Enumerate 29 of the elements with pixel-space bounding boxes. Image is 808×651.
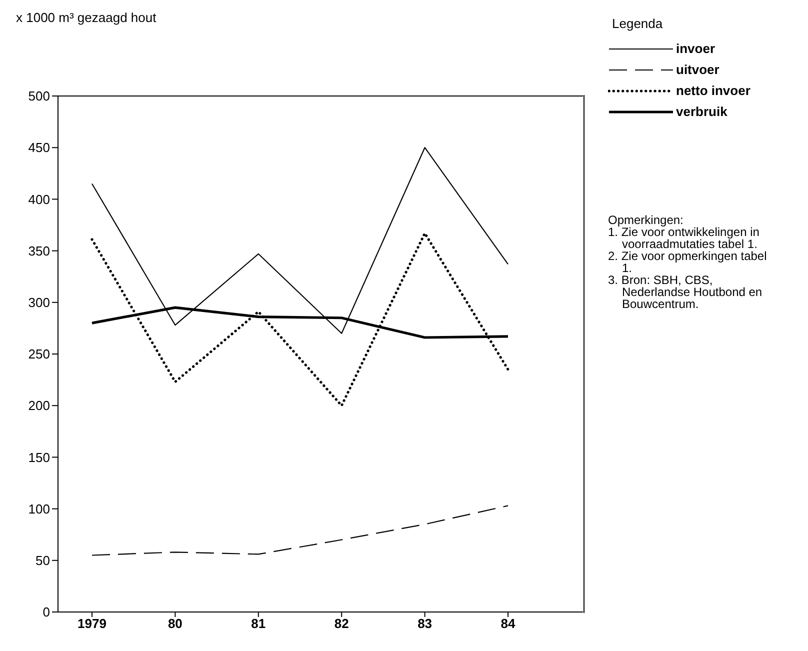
legend-title: Legenda (612, 16, 663, 31)
legend-label: uitvoer (676, 62, 720, 77)
legend-label: netto invoer (676, 83, 750, 98)
y-tick-label: 300 (28, 295, 50, 310)
x-tick-label: 80 (168, 616, 182, 632)
y-tick-label: 150 (28, 450, 50, 465)
line-series (91, 505, 509, 556)
x-tick-label: 83 (418, 616, 432, 632)
line-series (90, 232, 510, 407)
x-tick-label: 82 (334, 616, 349, 632)
y-tick-label: 450 (28, 140, 50, 156)
text: 2. Zie voor opmerkingen tabel 1. (608, 249, 768, 275)
y-tick-label: 400 (28, 192, 50, 207)
x-tick-label: 84 (500, 616, 516, 632)
y-tick-label: 200 (28, 398, 50, 414)
x-tick-label: 1979 (78, 616, 106, 632)
y-tick-label: 250 (28, 346, 50, 362)
y-tick-label: 350 (28, 243, 50, 258)
y-tick-label: 500 (28, 88, 50, 104)
text: 1. Zie voor ontwikkelingen in voorraadmutaties tabel 1. (608, 225, 760, 251)
y-axis-title: x 1000 m³ gezaagd hout (16, 10, 156, 25)
x-tick-label: 81 (251, 616, 266, 632)
y-tick-label: 50 (36, 553, 50, 568)
text: Opmerkingen: (608, 213, 684, 227)
y-tick-label: 100 (28, 501, 50, 516)
text: 3. Bron: SBH, CBS, Nederlandse Houtbond en Bouwcentrum. (608, 273, 764, 311)
legend-label: invoer (676, 41, 716, 56)
y-tick-label: 0 (42, 604, 50, 620)
legend-label: verbruik (676, 104, 728, 119)
